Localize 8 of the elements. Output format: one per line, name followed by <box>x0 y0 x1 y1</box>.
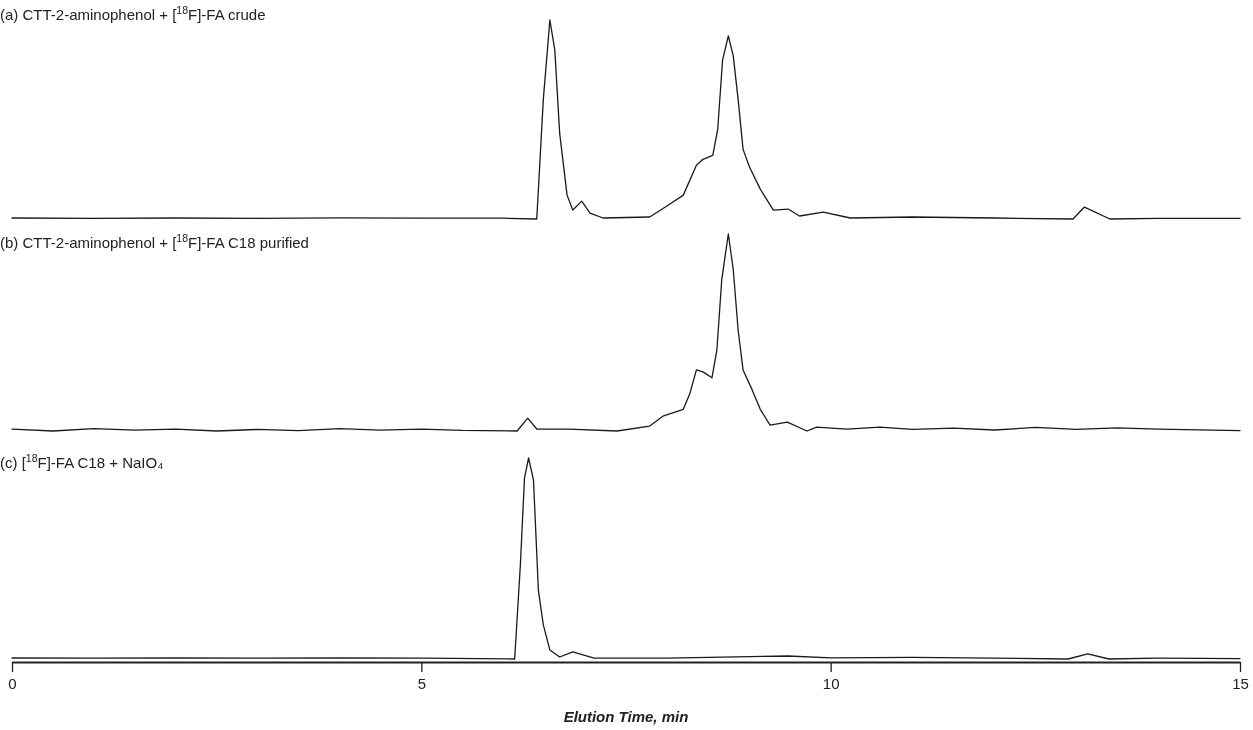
x-tick-label: 5 <box>417 674 427 692</box>
x-tick-label: 10 <box>822 674 840 692</box>
chart-title: (c) [$^{18}$F]-FA C18 + NaIO₄ <box>0 452 164 471</box>
x-tick-label: 0 <box>8 674 17 692</box>
x-tick-label: 15 <box>1232 674 1249 692</box>
x-axis-title: Elution Time, min <box>563 708 689 725</box>
chart-title: (a) CTT-2-aminophenol + [$^{18}$F]-FA crude <box>0 4 266 23</box>
chart-title: (b) CTT-2-aminophenol + [$^{18}$F]-FA C18 purified <box>0 232 309 251</box>
